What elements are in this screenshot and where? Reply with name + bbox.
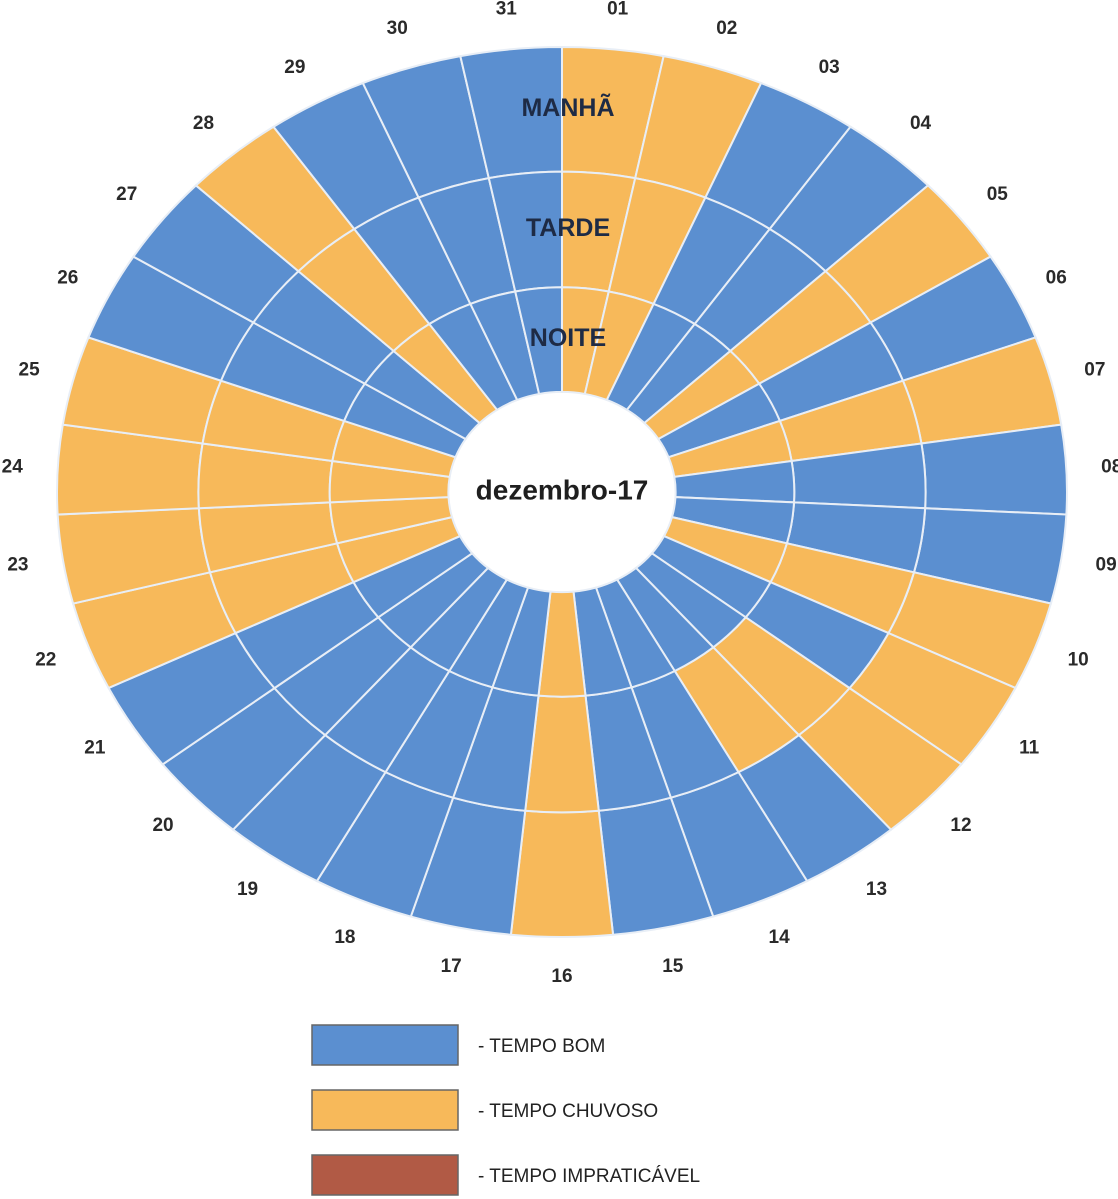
day-label: 31: [496, 0, 518, 19]
legend-label: - TEMPO BOM: [478, 1036, 605, 1057]
day-label: 10: [1068, 649, 1089, 670]
day-label: 09: [1096, 554, 1117, 575]
day-label: 23: [7, 554, 28, 575]
day-label: 27: [116, 184, 137, 205]
legend-label: - TEMPO IMPRATICÁVEL: [478, 1166, 700, 1187]
day-label: 03: [819, 57, 840, 78]
day-label: 24: [2, 456, 24, 477]
day-label: 01: [607, 0, 629, 19]
day-label: 12: [950, 815, 971, 836]
day-label: 06: [1046, 267, 1067, 288]
cells: [56, 45, 1068, 939]
center-title: dezembro-17: [476, 474, 649, 505]
day-label: 22: [35, 649, 56, 670]
day-label: 14: [769, 927, 791, 948]
ring-label: TARDE: [526, 214, 610, 242]
legend-swatch: [311, 1024, 459, 1066]
day-label: 02: [716, 18, 737, 39]
day-label: 25: [19, 359, 41, 380]
day-label: 15: [662, 956, 684, 977]
day-cell: [514, 286, 563, 396]
day-label: 16: [551, 966, 572, 987]
day-label: 20: [152, 815, 173, 836]
legend-swatch: [311, 1154, 459, 1196]
day-cell: [509, 809, 615, 939]
day-label: 07: [1084, 359, 1105, 380]
day-label: 21: [84, 738, 106, 759]
day-label: 04: [910, 113, 932, 134]
day-label: 11: [1019, 738, 1040, 759]
ring-label: MANHÃ: [521, 92, 614, 122]
legend-swatch: [311, 1089, 459, 1131]
legend-label: - TEMPO CHUVOSO: [478, 1101, 658, 1122]
day-label: 17: [441, 956, 462, 977]
day-label: 30: [387, 18, 408, 39]
day-label: 28: [193, 113, 214, 134]
day-label: 05: [987, 184, 1009, 205]
ring-label: NOITE: [530, 324, 606, 352]
day-label: 26: [57, 267, 78, 288]
day-label: 19: [237, 879, 258, 900]
day-label: 29: [284, 57, 305, 78]
day-label: 08: [1101, 456, 1118, 477]
day-label: 18: [334, 927, 355, 948]
day-label: 13: [866, 879, 887, 900]
